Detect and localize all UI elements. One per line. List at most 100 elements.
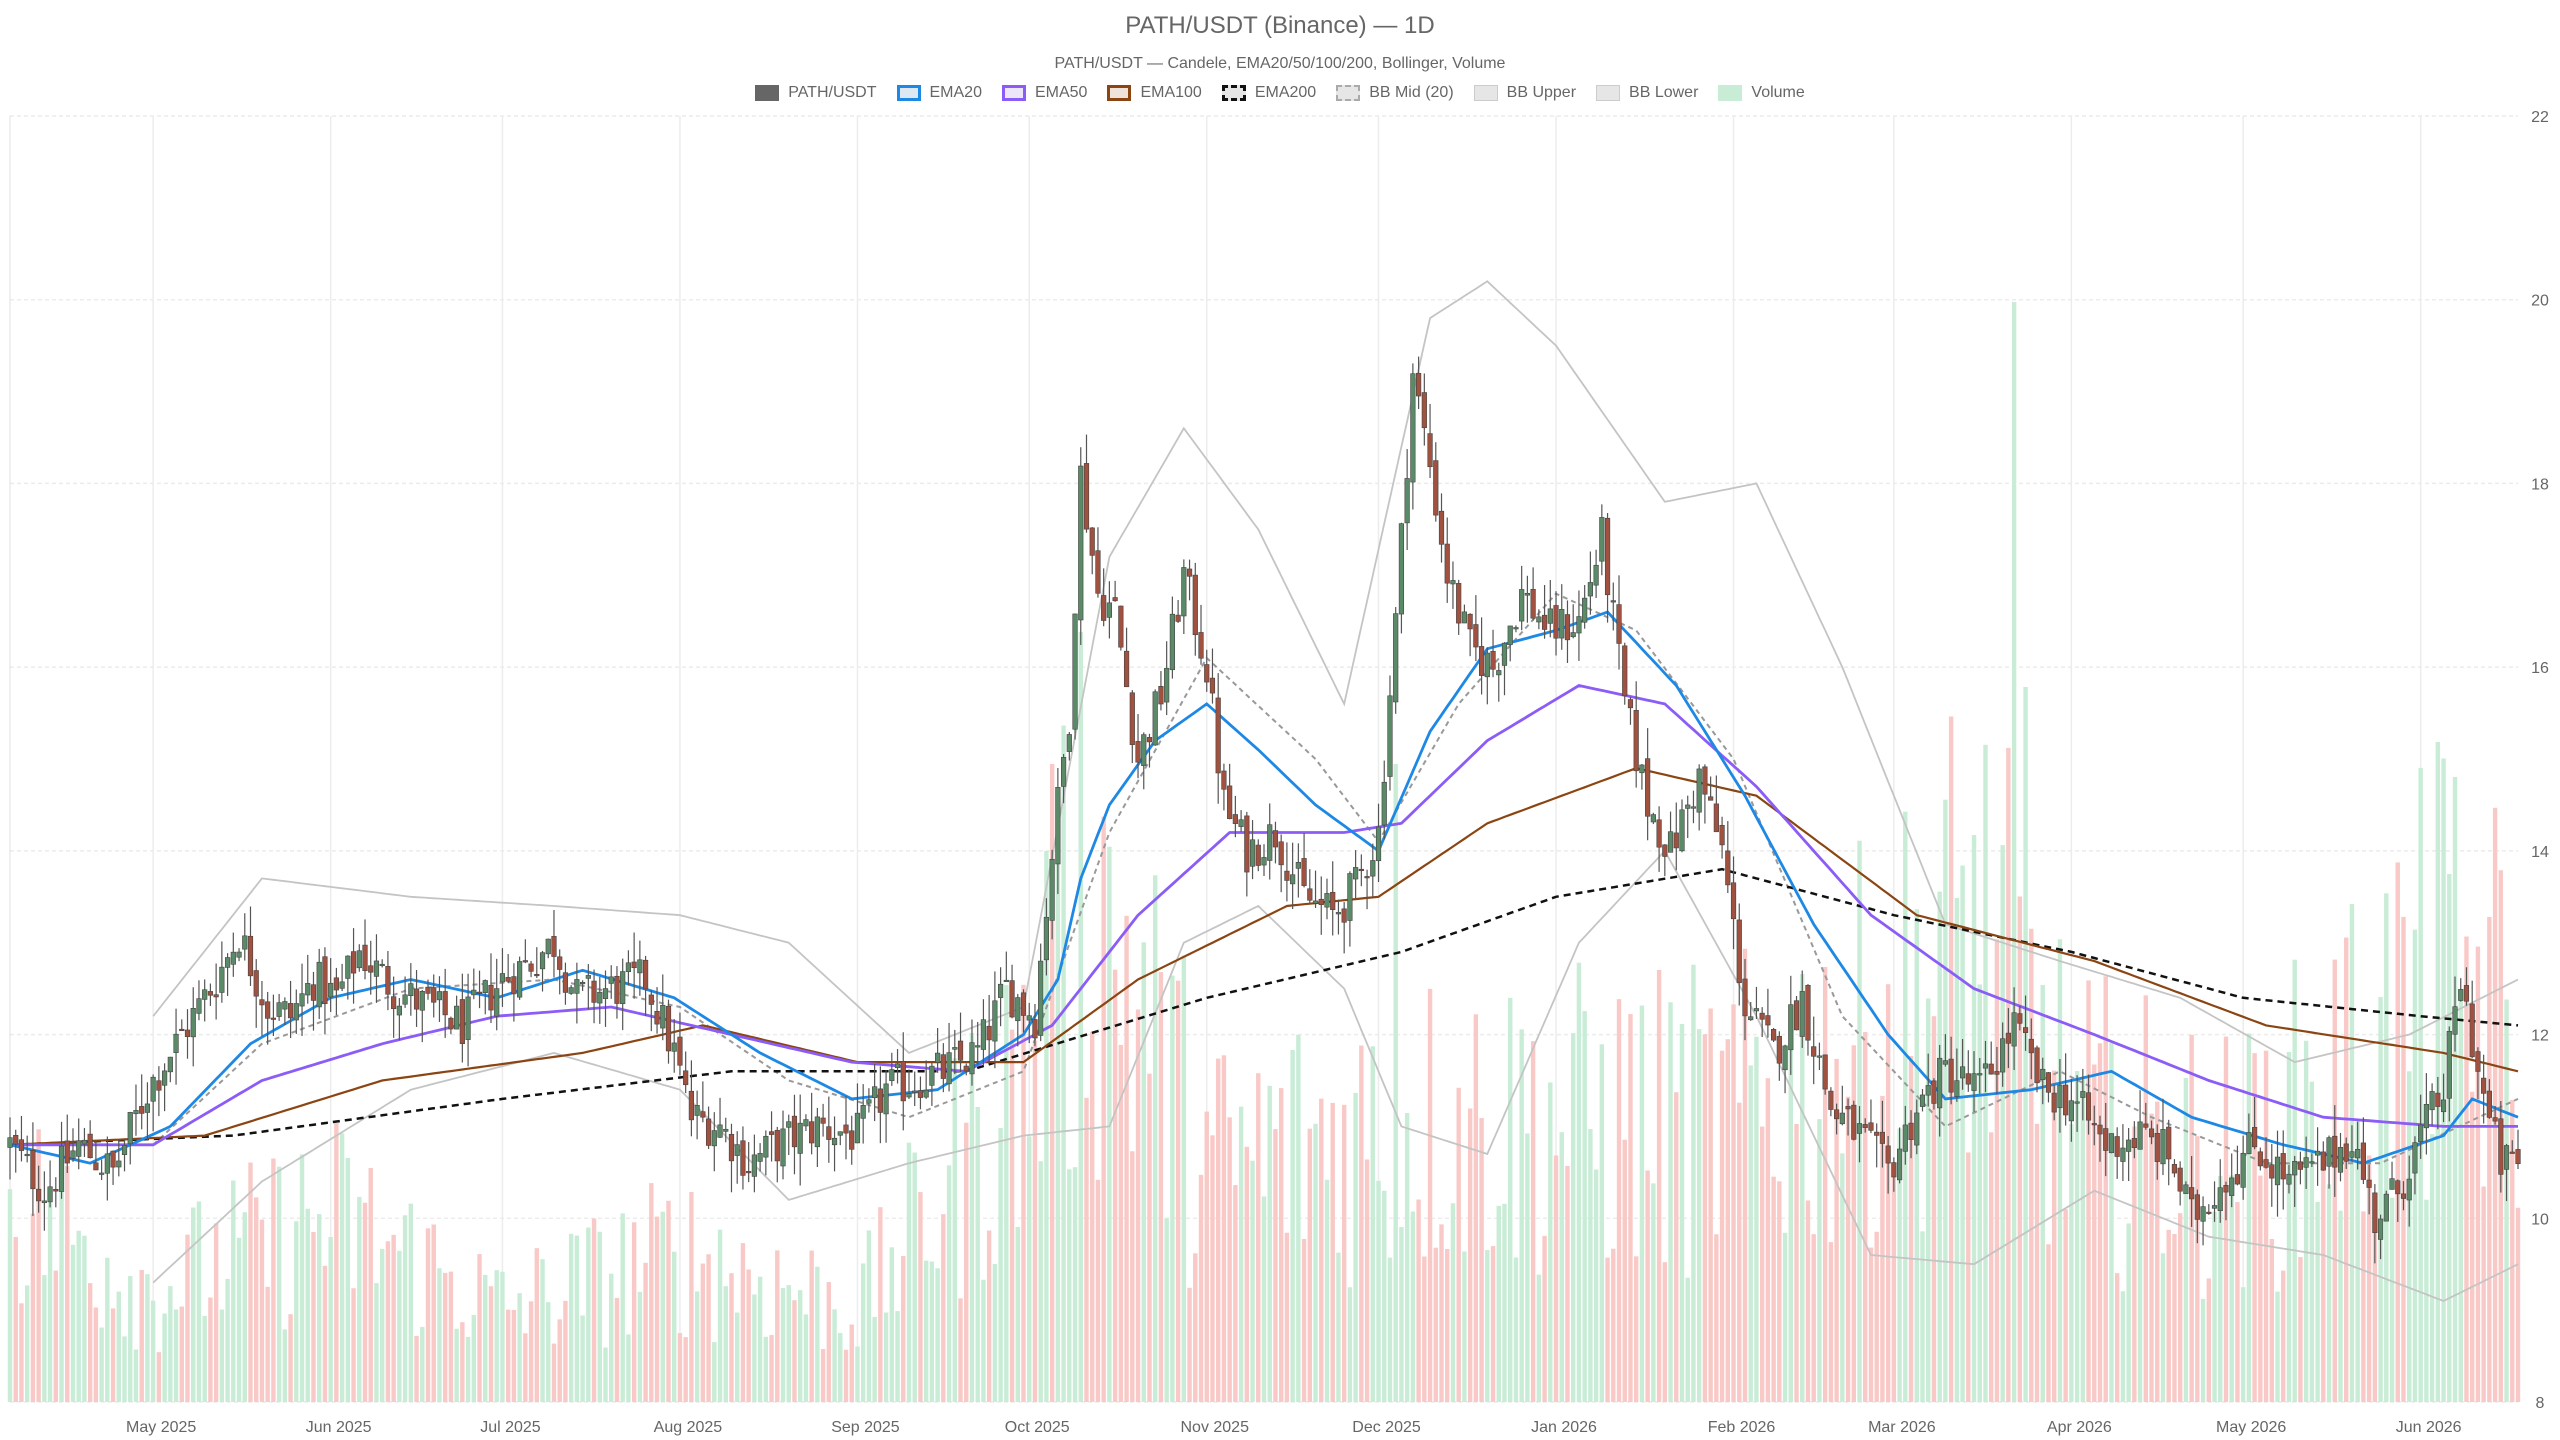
candle-body — [2217, 1187, 2223, 1212]
volume-bar — [820, 1349, 826, 1402]
legend-item-ema20[interactable]: EMA20 — [896, 84, 982, 102]
volume-bar — [1863, 1031, 1868, 1402]
volume-bar — [1147, 1073, 1152, 1402]
candle-body — [431, 987, 437, 1003]
candle — [1324, 878, 1330, 920]
volume-bar — [511, 1309, 517, 1402]
candle — [517, 956, 523, 1000]
candle — [935, 1027, 941, 1073]
volume-bar — [752, 1294, 757, 1402]
candle — [2166, 1119, 2172, 1186]
volume-bar — [47, 1192, 53, 1402]
candle-body — [1467, 613, 1473, 630]
candle-body — [1095, 550, 1101, 594]
volume-bar — [311, 1232, 316, 1402]
candle-body — [2223, 1185, 2229, 1193]
volume-bar — [2149, 1113, 2154, 1402]
candle — [2309, 1153, 2315, 1167]
candle — [1713, 775, 1719, 833]
legend-label: BB Lower — [1629, 84, 1699, 101]
volume-bar — [505, 1309, 511, 1402]
candle — [2120, 1124, 2126, 1182]
volume-bar — [59, 1184, 64, 1402]
candle-body — [1370, 860, 1376, 877]
legend-item-volume[interactable]: Volume — [1718, 84, 1805, 102]
candle — [2469, 980, 2475, 1059]
candle — [2091, 1105, 2097, 1146]
candle-body — [1192, 574, 1198, 636]
candle — [642, 955, 649, 1017]
candle-body — [1719, 825, 1725, 846]
legend-item-candles[interactable]: PATH/USDT — [755, 84, 877, 102]
candle-body — [1914, 1112, 1920, 1146]
volume-bar — [649, 1183, 654, 1402]
volume-bar — [706, 1254, 711, 1402]
candle-body — [2372, 1192, 2378, 1233]
candle — [1576, 590, 1582, 661]
volume-bar — [2137, 1136, 2143, 1402]
bb-mid-swatch-icon — [1336, 85, 1361, 101]
candle — [408, 963, 414, 1016]
volume-bar — [2229, 1175, 2234, 1402]
volume-bar — [156, 1352, 162, 1402]
candle — [1679, 799, 1685, 853]
legend-item-ema100[interactable]: EMA100 — [1107, 84, 1202, 102]
legend-label: BB Upper — [1506, 84, 1577, 101]
candle — [270, 994, 276, 1036]
candle-body — [1421, 392, 1427, 429]
ema20-swatch-icon — [896, 85, 921, 101]
candle — [2057, 1059, 2063, 1133]
legend-item-bb-lower[interactable]: BB Lower — [1596, 84, 1698, 102]
candle-body — [1994, 1071, 2000, 1075]
candle — [2200, 1196, 2206, 1246]
candle — [1828, 1087, 1834, 1117]
candle — [831, 1116, 838, 1172]
volume-bar — [2344, 937, 2349, 1402]
candle — [1959, 1039, 1966, 1090]
volume-bar — [208, 1297, 213, 1402]
candle — [1891, 1157, 1897, 1192]
candle — [58, 1121, 65, 1199]
volume-bar — [122, 1336, 127, 1402]
candle — [969, 1019, 975, 1086]
volume-bar — [305, 1208, 310, 1402]
candle-body — [1015, 997, 1021, 1022]
candle — [1249, 820, 1256, 880]
volume-bar — [1221, 1055, 1227, 1402]
candle — [511, 963, 517, 1022]
legend-item-ema200[interactable]: EMA200 — [1221, 84, 1316, 102]
candle-body — [688, 1090, 694, 1121]
candle — [1501, 642, 1508, 696]
candle — [333, 967, 339, 1016]
volume-bar — [500, 1271, 505, 1402]
candle — [1009, 964, 1015, 1019]
candle-body — [946, 1052, 952, 1085]
candle-body — [2068, 1100, 2074, 1122]
candle-body — [2423, 1103, 2429, 1129]
x-tick-label: Jun 2025 — [306, 1419, 372, 1436]
volume-bar — [723, 1286, 728, 1402]
volume-bar — [757, 1276, 763, 1402]
legend-item-bb-mid[interactable]: BB Mid (20) — [1336, 84, 1454, 102]
volume-bar — [631, 1222, 637, 1402]
volume-bar — [1989, 1132, 1994, 1402]
candle — [1353, 850, 1359, 900]
volume-bar — [1656, 970, 1662, 1402]
candle — [2429, 1083, 2435, 1126]
volume-bar — [975, 1106, 980, 1402]
candle — [585, 964, 591, 1010]
legend-item-bb-upper[interactable]: BB Upper — [1473, 84, 1577, 102]
volume-bar — [196, 1201, 202, 1402]
volume-bar — [2315, 1201, 2320, 1402]
candle-body — [2091, 1123, 2097, 1126]
candle — [849, 1115, 855, 1165]
legend-item-ema50[interactable]: EMA50 — [1001, 84, 1087, 102]
volume-bar — [1204, 1111, 1209, 1402]
volume-bar — [763, 1336, 769, 1402]
candle — [2189, 1155, 2195, 1227]
candle — [1152, 689, 1158, 746]
bb-lower-swatch-icon — [1596, 85, 1621, 101]
volume-bar — [740, 1243, 746, 1402]
candle-body — [230, 951, 236, 965]
